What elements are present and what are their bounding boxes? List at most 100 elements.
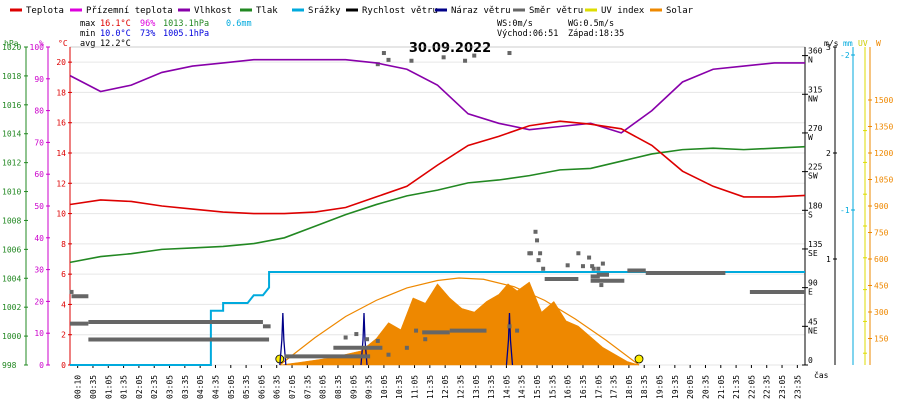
wind-direction-point bbox=[538, 251, 543, 256]
x-tick-label: 06:05 bbox=[257, 375, 266, 399]
legend-label: Směr větru bbox=[529, 6, 583, 16]
x-tick-label: 12:05 bbox=[441, 375, 450, 399]
humidity-tick-label: 80 bbox=[34, 107, 44, 116]
wind-direction-point bbox=[375, 62, 380, 67]
x-tick-label: 04:05 bbox=[196, 375, 205, 399]
rain-line bbox=[70, 271, 805, 366]
direction-tick-value: 135 bbox=[808, 240, 823, 249]
temperature-tick-label: 0 bbox=[61, 361, 66, 370]
wind-direction-point bbox=[414, 328, 419, 333]
direction-tick-compass: NE bbox=[808, 326, 818, 335]
temperature-tick-label: 20 bbox=[56, 58, 66, 67]
wind-direction-point bbox=[599, 283, 604, 288]
x-tick-label: 17:35 bbox=[610, 375, 619, 399]
x-tick-label: 10:35 bbox=[395, 375, 404, 399]
humidity-tick-label: 60 bbox=[34, 170, 44, 179]
direction-tick-compass: E bbox=[808, 288, 813, 297]
direction-tick-value: 90 bbox=[808, 279, 818, 288]
solar-tick-label: 600 bbox=[874, 255, 889, 264]
wind-direction-point bbox=[463, 58, 468, 63]
humidity-tick-label: 0 bbox=[39, 361, 44, 370]
legend-label: Teplota bbox=[26, 6, 64, 16]
wind-direction-point bbox=[590, 264, 595, 269]
wind-direction-point bbox=[587, 255, 592, 260]
sun-marker bbox=[634, 354, 644, 364]
pressure-tick-label: 1010 bbox=[2, 188, 21, 197]
x-tick-label: 16:05 bbox=[564, 375, 573, 399]
x-tick-label: 06:35 bbox=[273, 375, 282, 399]
x-tick-label: 08:35 bbox=[334, 375, 343, 399]
x-tick-label: 23:05 bbox=[778, 375, 787, 399]
solar-tick-label: 1350 bbox=[874, 123, 893, 132]
wind-direction-point bbox=[423, 337, 428, 342]
legend-label: Solar bbox=[666, 6, 694, 16]
x-tick-label: 07:05 bbox=[288, 375, 297, 399]
solar-tick-label: 450 bbox=[874, 282, 889, 291]
pressure-tick-label: 1020 bbox=[2, 43, 21, 52]
solar-tick-label: 900 bbox=[874, 202, 889, 211]
uv-curve bbox=[279, 277, 640, 366]
stat-min-temp: 10.0°C bbox=[100, 29, 131, 39]
wind-direction-point bbox=[580, 264, 585, 269]
stat-rain: 0.6mm bbox=[226, 19, 252, 29]
temperature-tick-label: 10 bbox=[56, 210, 66, 219]
solar-area bbox=[279, 281, 640, 366]
x-tick-label: 02:35 bbox=[150, 375, 159, 399]
direction-tick-value: 270 bbox=[808, 124, 823, 133]
x-tick-label: 05:35 bbox=[242, 375, 251, 399]
speed-tick-label: 2 bbox=[826, 149, 831, 158]
wind-direction-point bbox=[565, 263, 570, 268]
temperature-line bbox=[69, 120, 806, 215]
direction-tick-compass: NW bbox=[808, 94, 818, 103]
x-tick-label: 20:05 bbox=[686, 375, 695, 399]
speed-tick-label: 3 bbox=[826, 43, 831, 52]
legend-label: UV index bbox=[601, 6, 645, 16]
direction-tick-compass: S bbox=[808, 210, 813, 219]
x-tick-label: 00:10 bbox=[74, 375, 83, 399]
wind-direction-point bbox=[404, 345, 409, 350]
humidity-tick-label: 100 bbox=[30, 43, 45, 52]
temperature-axis-unit: °C bbox=[58, 39, 68, 48]
x-tick-label: 07:35 bbox=[303, 375, 312, 399]
gust-spike bbox=[505, 312, 514, 366]
rain-axis-unit: mm bbox=[843, 39, 853, 48]
stat-max-temp: 16.1°C bbox=[100, 19, 131, 29]
stat-max-label: max bbox=[80, 19, 95, 29]
temperature-tick-label: 12 bbox=[56, 179, 66, 188]
x-tick-label: 13:05 bbox=[472, 375, 481, 399]
stat-min-press: 1005.1hPa bbox=[163, 29, 209, 39]
direction-tick-value: 225 bbox=[808, 163, 823, 172]
x-tick-label: 12:35 bbox=[456, 375, 465, 399]
humidity-tick-label: 70 bbox=[34, 138, 44, 147]
stat-min-label: min bbox=[80, 29, 95, 39]
solar-axis-unit: W bbox=[876, 39, 881, 48]
x-tick-label: 19:35 bbox=[671, 375, 680, 399]
wind-direction-point bbox=[409, 58, 414, 63]
solar-tick-label: 1200 bbox=[874, 149, 893, 158]
x-tick-label: 05:05 bbox=[227, 375, 236, 399]
wind-direction-point bbox=[365, 337, 370, 342]
x-tick-label: 10:05 bbox=[380, 375, 389, 399]
pressure-tick-label: 1012 bbox=[2, 159, 21, 168]
temperature-tick-label: 16 bbox=[56, 119, 66, 128]
temperature-tick-label: 18 bbox=[56, 88, 66, 97]
pressure-tick-label: 1018 bbox=[2, 72, 21, 81]
wind-direction-point bbox=[535, 238, 540, 243]
stat-wg: WG:0.5m/s bbox=[568, 19, 614, 29]
temperature-tick-label: 8 bbox=[61, 240, 66, 249]
wind-direction-point bbox=[591, 266, 596, 271]
x-tick-label: 18:35 bbox=[640, 375, 649, 399]
wind-direction-point bbox=[354, 332, 359, 337]
temperature-tick-label: 2 bbox=[61, 331, 66, 340]
direction-tick-value: 0 bbox=[808, 356, 813, 365]
solar-tick-label: 1050 bbox=[874, 176, 893, 185]
direction-tick-compass: W bbox=[808, 133, 813, 142]
legend-label: Vlhkost bbox=[194, 6, 232, 16]
x-tick-label: 17:05 bbox=[594, 375, 603, 399]
humidity-tick-label: 40 bbox=[34, 234, 44, 243]
solar-tick-label: 750 bbox=[874, 229, 889, 238]
x-tick-label: 23:35 bbox=[793, 375, 802, 399]
wind-direction-point bbox=[343, 335, 348, 340]
direction-tick-value: 45 bbox=[808, 317, 818, 326]
humidity-axis-unit: % bbox=[39, 39, 44, 48]
